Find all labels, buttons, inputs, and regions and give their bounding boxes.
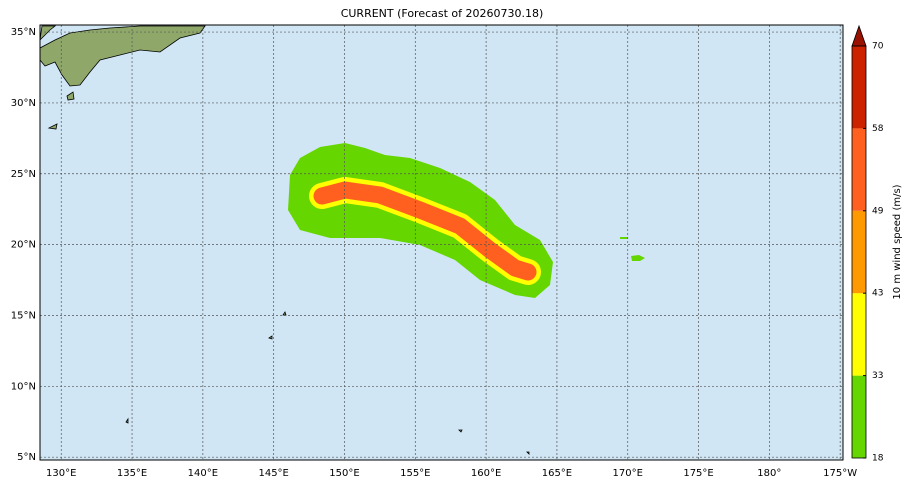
x-tick-label: 175°W	[823, 468, 857, 479]
y-tick-label: 15°N	[11, 310, 36, 321]
x-tick-label: 160°E	[471, 468, 501, 479]
x-tick-label: 180°	[757, 468, 781, 479]
y-tick-label: 5°N	[17, 452, 36, 463]
x-tick-label: 175°E	[683, 468, 713, 479]
axes: 130°E 135°E 140°E 145°E 150°E 155°E 160°E 165°E…	[11, 25, 857, 479]
colorbar-tick-label: 18	[872, 454, 884, 464]
y-tick-label: 30°N	[11, 98, 36, 109]
y-tick-label: 10°N	[11, 381, 36, 392]
land	[39, 25, 530, 455]
map-frame	[39, 24, 844, 461]
colorbar-label: 10 m wind speed (m/s)	[892, 184, 903, 299]
y-tick-label: 20°N	[11, 240, 36, 251]
colorbar-segment	[852, 375, 866, 458]
x-tick-label: 135°E	[117, 468, 147, 479]
colorbar-segment	[852, 210, 866, 294]
colorbar-frame	[851, 45, 867, 459]
x-tick-label: 165°E	[542, 468, 572, 479]
colorbar-extend	[851, 24, 867, 47]
colorbar-tick-label: 33	[872, 371, 883, 381]
x-tick-label: 130°E	[46, 468, 76, 479]
y-tick-label: 25°N	[11, 169, 36, 180]
colorbar-tick-label: 70	[872, 42, 884, 52]
x-tick-label: 145°E	[258, 468, 288, 479]
colorbar-segment	[852, 46, 866, 129]
colorbar-tick-label: 58	[872, 124, 884, 134]
map-title: CURRENT (Forecast of 20260730.18)	[341, 7, 544, 20]
colorbar: 18 33 43 49 58 70	[851, 24, 884, 464]
colorbar-tick-label: 43	[872, 289, 883, 299]
wind-swath	[288, 143, 645, 298]
x-tick-label: 150°E	[329, 468, 359, 479]
x-tick-label: 155°E	[400, 468, 430, 479]
colorbar-tick-label: 49	[872, 206, 884, 216]
x-tick-label: 140°E	[188, 468, 218, 479]
colorbar-segment	[852, 293, 866, 376]
x-tick-label: 170°E	[613, 468, 643, 479]
y-tick-label: 35°N	[11, 27, 36, 38]
colorbar-segment	[852, 128, 866, 211]
